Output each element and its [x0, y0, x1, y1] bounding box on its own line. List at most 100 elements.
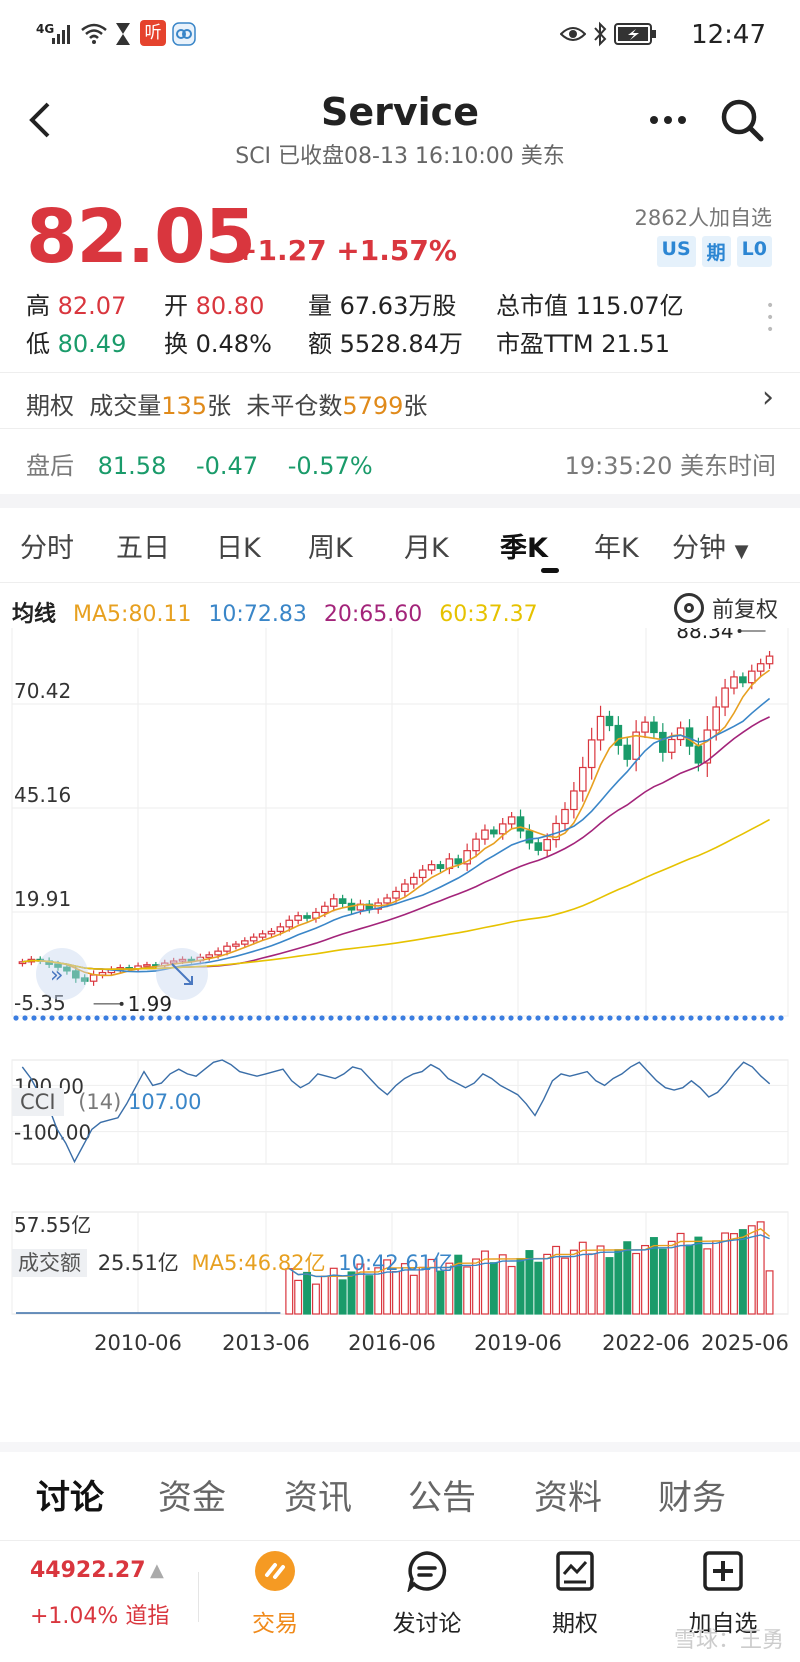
tab-yearly[interactable]: 年K	[594, 533, 639, 564]
baseline-dot	[769, 1015, 775, 1021]
tab-minute[interactable]: 分钟 ▼	[672, 526, 748, 565]
x-tick-label: 2025-06	[701, 1331, 789, 1355]
baseline-dot	[292, 1015, 298, 1021]
candle-body	[596, 715, 605, 741]
after-hours-time: 19:35:20 美东时间	[564, 452, 776, 480]
amount-bar	[356, 1263, 365, 1315]
adjust-toggle[interactable]: 前复权	[673, 592, 778, 624]
amount-bar	[747, 1225, 756, 1315]
baseline-dot	[193, 1015, 199, 1021]
back-button[interactable]	[26, 100, 52, 148]
tab-financials[interactable]: 财务	[658, 1478, 726, 1518]
baseline-dot	[130, 1015, 136, 1021]
baseline-dot	[643, 1015, 649, 1021]
candle-body	[338, 898, 347, 904]
amount-bar	[374, 1267, 383, 1315]
baseline-dot	[751, 1015, 757, 1021]
index-value[interactable]: 44922.27	[30, 1558, 146, 1583]
after-hours-label: 盘后	[26, 452, 74, 480]
tab-discussion[interactable]: 讨论	[36, 1478, 104, 1518]
ma60-line	[22, 818, 770, 971]
candle-body	[472, 838, 480, 852]
tab-daily[interactable]: 日K	[216, 533, 261, 564]
ma60-value: 60:37.37	[439, 602, 538, 627]
baseline-dot	[139, 1015, 145, 1021]
options-button[interactable]: 期权	[520, 1550, 630, 1638]
candle-body	[454, 858, 463, 865]
amount-bar	[294, 1279, 303, 1315]
tab-news[interactable]: 资讯	[284, 1478, 352, 1518]
amount-bar	[489, 1262, 498, 1315]
baseline-dot	[247, 1015, 253, 1021]
candle-body	[481, 829, 489, 840]
baseline-dot	[472, 1015, 478, 1021]
tab-quarterly[interactable]: 季K	[500, 533, 548, 564]
tab-five-day[interactable]: 五日	[116, 533, 170, 564]
baseline-dot	[211, 1015, 217, 1021]
candle-body	[578, 766, 587, 792]
scroll-handle	[36, 948, 88, 1000]
tab-funds[interactable]: 资金	[158, 1478, 226, 1518]
discuss-label: 发讨论	[392, 1611, 462, 1637]
search-button[interactable]	[720, 98, 764, 142]
baseline-dot	[274, 1015, 280, 1021]
tab-intraday[interactable]: 分时	[20, 533, 74, 564]
candle-body	[507, 816, 516, 825]
x-tick-label: 2022-06	[602, 1331, 690, 1355]
candle-body	[240, 940, 249, 945]
chevron-right-icon[interactable]: ›	[762, 380, 774, 415]
candle-body	[498, 823, 507, 835]
stat-pe: 市盈TTM 21.51	[496, 324, 670, 359]
tag-us[interactable]: US	[656, 236, 696, 267]
amount-bar	[347, 1271, 356, 1315]
candle-body	[534, 842, 543, 851]
amount-bar	[703, 1248, 712, 1315]
amount-bar	[712, 1240, 721, 1315]
amount-label[interactable]: 成交额	[12, 1249, 87, 1277]
options-volume-unit: 张	[207, 392, 232, 420]
amount-bar	[667, 1240, 676, 1315]
amount-bar	[756, 1221, 765, 1315]
baseline-dot	[40, 1015, 46, 1021]
post-discussion-button[interactable]: 发讨论	[372, 1550, 482, 1638]
tab-weekly[interactable]: 周K	[308, 533, 353, 564]
baseline-dot	[634, 1015, 640, 1021]
index-change[interactable]: +1.04% 道指	[30, 1604, 170, 1629]
stat-amount-value: 5528.84万	[339, 330, 463, 358]
trade-button[interactable]: 交易	[220, 1550, 330, 1638]
candle-body	[187, 958, 196, 962]
tab-monthly[interactable]: 月K	[404, 533, 449, 564]
candle-body	[712, 706, 720, 731]
candle-body	[214, 950, 222, 956]
hourglass-icon	[116, 23, 130, 45]
candle-body	[392, 890, 400, 899]
candle-body	[321, 905, 329, 914]
ma-label: 均线	[12, 602, 57, 627]
tab-announcements[interactable]: 公告	[408, 1478, 476, 1518]
baseline-dot	[301, 1015, 307, 1021]
more-button[interactable]	[648, 98, 688, 148]
page-title: Service	[321, 90, 479, 134]
amount-bar	[463, 1266, 472, 1315]
ma10-value: 10:72.83	[208, 602, 307, 627]
add-watchlist-button[interactable]: 加自选	[668, 1550, 778, 1638]
ma5-value: MA5:80.11	[73, 602, 192, 627]
listen-app-icon: 听	[140, 20, 166, 46]
baseline-dot	[238, 1015, 244, 1021]
candle-body	[516, 816, 525, 832]
stat-low: 低 80.49	[26, 324, 126, 359]
cci-label[interactable]: CCI	[12, 1088, 64, 1116]
amount-bar	[721, 1232, 730, 1315]
tag-options[interactable]: 期	[701, 236, 731, 267]
stat-open-label: 开	[164, 292, 188, 320]
baseline-dot	[400, 1015, 406, 1021]
market-status: SCI 已收盘08-13 16:10:00 美东	[235, 144, 565, 169]
amount-bar	[400, 1263, 409, 1315]
baseline-dot	[508, 1015, 514, 1021]
tab-profile[interactable]: 资料	[534, 1478, 602, 1518]
expand-stats-icon[interactable]: • • •	[766, 298, 775, 338]
amount-bar	[534, 1261, 543, 1315]
options-row[interactable]: 期权 成交量135张 未平仓数5799张	[26, 386, 427, 421]
tag-level[interactable]: L0	[736, 236, 772, 267]
